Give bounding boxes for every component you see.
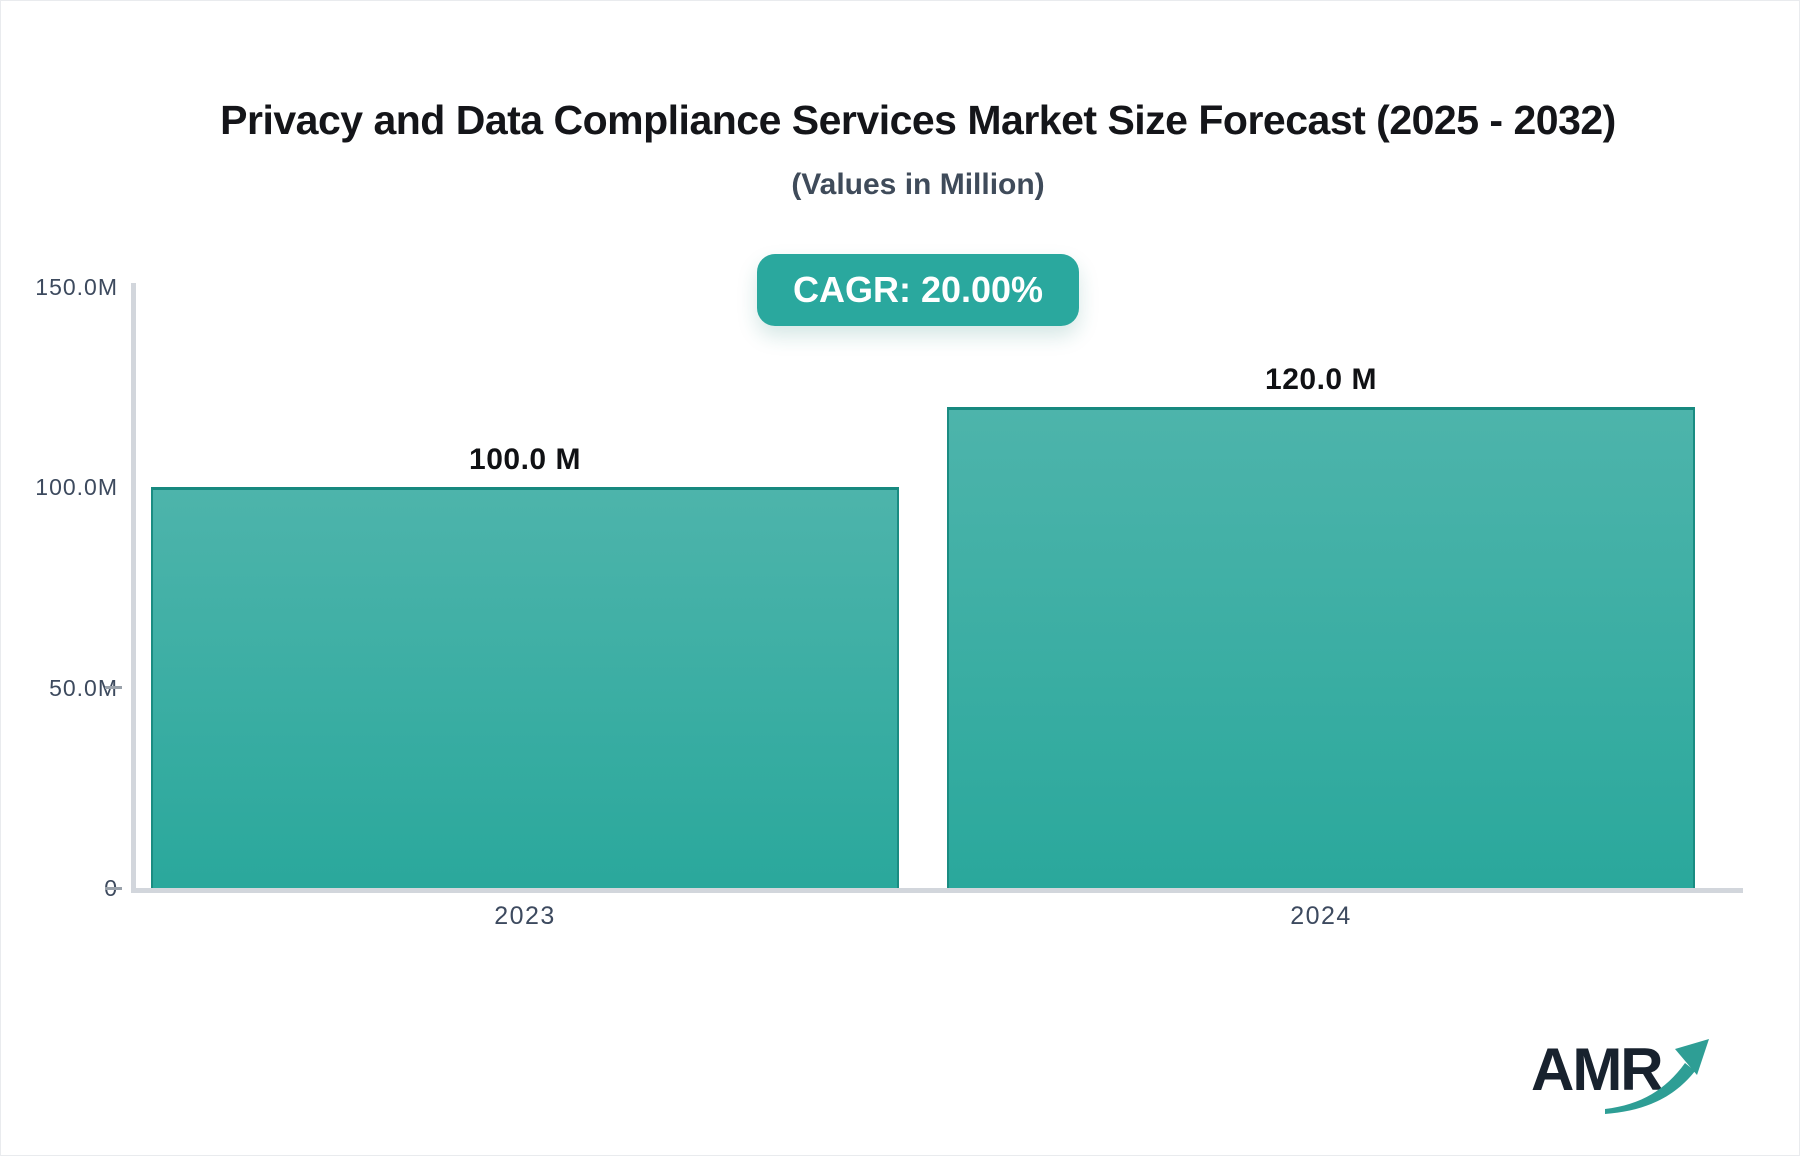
cagr-badge: CAGR: 20.00% — [756, 254, 1080, 326]
x-axis-tick-label: 2024 — [1290, 902, 1352, 930]
bar-2023 — [151, 487, 899, 888]
y-axis-label: 150.0M — [35, 273, 118, 300]
y-axis-label: 50.0M — [49, 674, 118, 701]
badge-row: CAGR: 20.00% — [37, 254, 1799, 326]
x-axis-line — [131, 888, 1743, 893]
page-title: Privacy and Data Compliance Services Mar… — [220, 97, 1616, 143]
bar-value-label: 100.0 M — [469, 443, 581, 476]
amr-logo-text: AMR — [1531, 1036, 1664, 1103]
y-axis-tick-mark — [105, 886, 122, 890]
chart-subtitle: (Values in Million) — [791, 168, 1045, 201]
amr-logo: AMR — [1531, 1031, 1731, 1121]
y-axis-label: 0 — [1, 872, 118, 904]
y-axis-tick-mark — [105, 686, 122, 689]
growth-arrow-icon — [1605, 1039, 1709, 1114]
y-axis-line — [131, 283, 136, 893]
y-axis-label: 100.0M — [35, 474, 118, 500]
bar-value-label: 120.0 M — [1265, 362, 1377, 396]
x-axis-tick-label: 2023 — [494, 902, 556, 930]
bar-2024 — [947, 406, 1695, 888]
